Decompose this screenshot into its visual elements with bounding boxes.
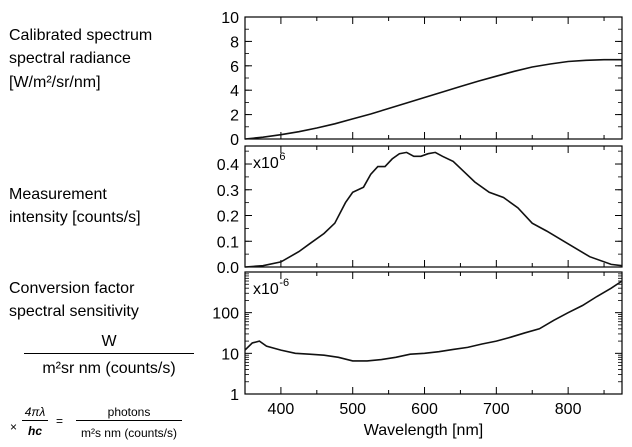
photon-frac-den: hc	[27, 424, 42, 438]
photon-numerator: photons	[107, 405, 151, 419]
panel1-ytick-label: 10	[221, 10, 239, 27]
panel1-frame	[244, 16, 623, 140]
panel1-ytick-label: 6	[230, 59, 239, 76]
panel2-multiplier: x10	[253, 155, 279, 172]
panel2-series-line	[244, 151, 623, 268]
panel3-ytick-label: 1	[230, 387, 239, 404]
panel1-series-line	[244, 58, 622, 140]
x-tick-label: 400	[268, 401, 295, 418]
panel3-label-line2: spectral sensitivity	[9, 303, 139, 320]
photon-frac-num: 4πλ	[24, 405, 46, 419]
panel2-ytick-label: 0.0	[217, 260, 239, 277]
x-tick-label: 800	[555, 401, 582, 418]
panel2-ytick-label: 0.1	[217, 234, 239, 251]
photon-fraction-bar	[76, 420, 182, 421]
panel3-frame	[244, 271, 623, 395]
panel2-label-line1: Measurement	[9, 186, 107, 203]
panel1-label-line3: [W/m²/sr/nm]	[9, 74, 101, 91]
x-axis-label: Wavelength [nm]	[364, 422, 483, 439]
panel1-ytick-label: 0	[230, 132, 239, 149]
panel3-label-line1: Conversion factor	[9, 280, 135, 297]
panel1-label-line2: spectral radiance	[9, 50, 131, 67]
panel3-series-line	[244, 280, 623, 362]
panel2-ytick-label: 0.3	[217, 183, 239, 200]
photon-times: ×	[10, 420, 18, 434]
panel1-label-line1: Calibrated spectrum	[9, 27, 153, 44]
panel1-ytick-label: 8	[230, 34, 239, 51]
panel3-ytick-label: 10	[221, 346, 239, 363]
panel3-multiplier: x10	[253, 281, 279, 298]
panel2-frame	[244, 145, 623, 268]
panel3-multiplier-exp: -6	[279, 277, 289, 289]
panel1-ytick-label: 4	[230, 83, 239, 100]
x-tick-label: 700	[483, 401, 510, 418]
panel1-ytick-label: 2	[230, 108, 239, 125]
unit-numerator: W	[101, 333, 117, 350]
x-tick-label: 600	[411, 401, 438, 418]
panel3-ytick-label: 100	[212, 306, 239, 323]
x-tick-label: 500	[339, 401, 366, 418]
unit-denominator: m²sr nm (counts/s)	[42, 360, 176, 377]
photon-denominator: m²s nm (counts/s)	[80, 426, 177, 440]
photon-frac-bar	[22, 420, 48, 421]
panel2-label-line2: intensity [counts/s]	[9, 209, 141, 226]
panel2-ytick-label: 0.4	[217, 157, 239, 174]
photon-equals: =	[56, 414, 64, 428]
panel2-ytick-label: 0.2	[217, 209, 239, 226]
panel2-multiplier-exp: 6	[279, 151, 285, 163]
unit-fraction-bar	[24, 353, 194, 354]
